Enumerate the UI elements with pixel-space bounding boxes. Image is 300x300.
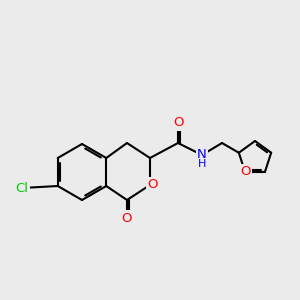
Text: O: O [148,178,158,191]
Text: O: O [173,116,183,130]
Text: O: O [122,212,132,224]
Text: O: O [240,165,250,178]
Text: Cl: Cl [16,182,28,194]
Text: N: N [197,148,207,160]
Text: H: H [198,159,206,169]
